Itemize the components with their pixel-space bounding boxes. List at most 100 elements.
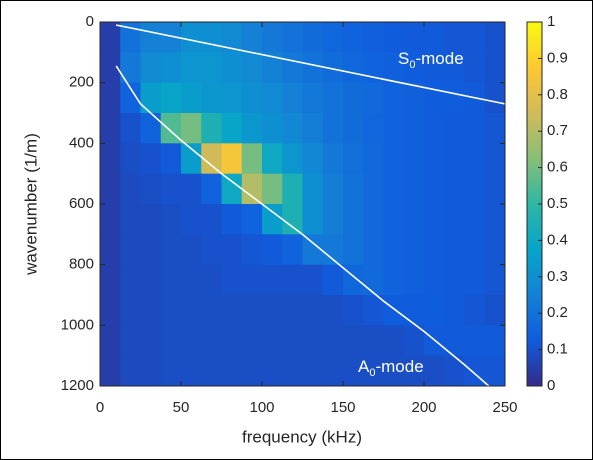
heatmap-cell: [404, 295, 425, 326]
heatmap-cell: [363, 174, 384, 205]
heatmap-cell: [100, 234, 121, 265]
heatmap-cell: [201, 265, 222, 296]
heatmap-cell: [222, 356, 243, 387]
heatmap-cell: [222, 113, 243, 144]
heatmap-cell: [343, 113, 364, 144]
x-tick-label: 200: [411, 399, 436, 416]
heatmap-cell: [282, 143, 303, 174]
heatmap-cell: [161, 234, 182, 265]
heatmap-cell: [343, 174, 364, 205]
heatmap-cell: [242, 83, 263, 114]
heatmap-cell: [384, 113, 405, 144]
heatmap-cell: [141, 83, 162, 114]
heatmap-cell: [384, 204, 405, 235]
colorbar-tick-label: 0.3: [547, 268, 568, 285]
heatmap-cell: [201, 356, 222, 387]
heatmap-cell: [242, 174, 263, 205]
x-tick-label: 50: [173, 399, 190, 416]
heatmap-cell: [242, 22, 263, 53]
heatmap-cell: [465, 52, 486, 83]
heatmap-cell: [424, 113, 445, 144]
heatmap-cell: [485, 234, 506, 265]
curve-label-part: -mode: [375, 357, 423, 376]
curve-label-part: -mode: [415, 49, 463, 68]
heatmap-cell: [141, 22, 162, 53]
heatmap-cell: [222, 143, 243, 174]
heatmap-cell: [141, 52, 162, 83]
heatmap-cell: [222, 52, 243, 83]
colorbar-tick-label: 0.1: [547, 341, 568, 358]
heatmap-cell: [485, 143, 506, 174]
heatmap-cell: [323, 204, 344, 235]
heatmap-cell: [444, 356, 465, 387]
heatmap-cell: [444, 295, 465, 326]
heatmap-cell: [303, 356, 324, 387]
heatmap-cell: [161, 113, 182, 144]
heatmap-cell: [100, 356, 121, 387]
heatmap-cell: [141, 265, 162, 296]
heatmap-cell: [384, 83, 405, 114]
heatmap-cell: [120, 295, 141, 326]
colorbar-tick-label: 0.9: [547, 49, 568, 66]
heatmap-cell: [201, 174, 222, 205]
heatmap-cell: [323, 356, 344, 387]
heatmap-cell: [444, 83, 465, 114]
heatmap-cell: [100, 325, 121, 356]
heatmap-cell: [282, 52, 303, 83]
heatmap-cell: [181, 113, 202, 144]
heatmap-cell: [485, 295, 506, 326]
colorbar-tick-label: 0.7: [547, 122, 568, 139]
heatmap-cell: [303, 113, 324, 144]
heatmap-cell: [323, 143, 344, 174]
colorbar-tick-label: 1: [547, 13, 555, 30]
heatmap-cell: [465, 204, 486, 235]
heatmap-cell: [404, 174, 425, 205]
heatmap-cell: [141, 143, 162, 174]
curve-label-part: A: [358, 357, 370, 376]
heatmap-cell: [262, 265, 283, 296]
curve-label: A0-mode: [358, 357, 424, 378]
heatmap-cell: [222, 325, 243, 356]
heatmap-cell: [343, 52, 364, 83]
heatmap-cell: [181, 83, 202, 114]
heatmap-cell: [424, 204, 445, 235]
heatmap-cell: [141, 295, 162, 326]
heatmap-cell: [282, 83, 303, 114]
heatmap-cell: [282, 22, 303, 53]
heatmap-cell: [363, 22, 384, 53]
heatmap-cell: [262, 204, 283, 235]
heatmap-cell: [262, 174, 283, 205]
heatmap-cell: [282, 174, 303, 205]
heatmap-cell: [363, 265, 384, 296]
heatmap-cell: [485, 204, 506, 235]
heatmap-cell: [161, 174, 182, 205]
heatmap-cell: [161, 83, 182, 114]
heatmap-cell: [201, 83, 222, 114]
heatmap-cell: [100, 113, 121, 144]
heatmap-cell: [100, 22, 121, 53]
heatmap-cell: [323, 295, 344, 326]
x-tick-label: 150: [330, 399, 355, 416]
x-axis-title: frequency (kHz): [242, 427, 362, 446]
heatmap-cell: [141, 325, 162, 356]
heatmap-cell: [343, 143, 364, 174]
y-tick-label: 1200: [61, 377, 94, 394]
heatmap-cell: [303, 295, 324, 326]
heatmap-cell: [120, 325, 141, 356]
heatmap-cell: [424, 234, 445, 265]
heatmap-cell: [262, 295, 283, 326]
heatmap-cell: [444, 143, 465, 174]
heatmap-cell: [444, 204, 465, 235]
heatmap-cell: [282, 265, 303, 296]
heatmap-cell: [444, 174, 465, 205]
heatmap-cell: [404, 143, 425, 174]
heatmap-cell: [485, 265, 506, 296]
heatmap-cell: [141, 356, 162, 387]
heatmap-cell: [485, 174, 506, 205]
y-tick-label: 600: [69, 195, 94, 212]
heatmap-cell: [485, 52, 506, 83]
plot-area: [100, 22, 506, 387]
heatmap-cell: [282, 356, 303, 387]
heatmap-cell: [120, 356, 141, 387]
